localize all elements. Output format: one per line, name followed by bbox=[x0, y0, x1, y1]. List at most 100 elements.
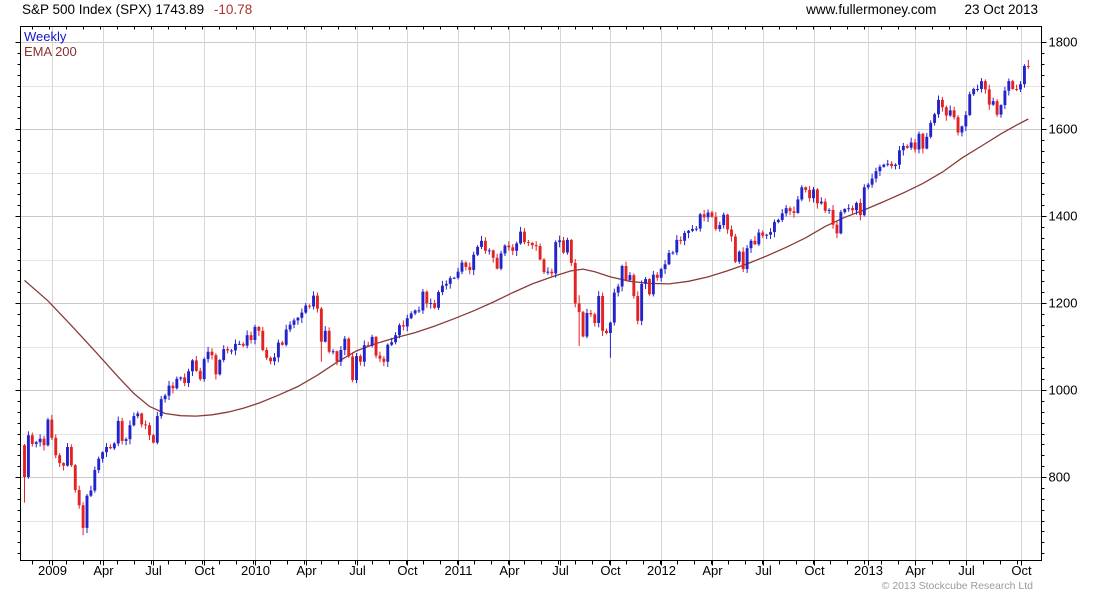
candle bbox=[769, 232, 772, 235]
candle bbox=[815, 189, 819, 204]
candle bbox=[472, 254, 476, 270]
candle bbox=[698, 214, 702, 229]
candle bbox=[878, 166, 882, 172]
candle bbox=[507, 245, 511, 248]
candle bbox=[831, 209, 835, 225]
candle bbox=[702, 214, 706, 218]
candle bbox=[476, 246, 480, 255]
candle bbox=[644, 279, 648, 284]
candle bbox=[546, 271, 550, 273]
candle bbox=[253, 326, 257, 340]
candle bbox=[944, 107, 948, 116]
x-axis-label: Oct bbox=[397, 563, 418, 578]
candle bbox=[456, 271, 460, 278]
candle bbox=[491, 250, 495, 258]
candle bbox=[679, 239, 683, 241]
candle bbox=[1003, 90, 1007, 106]
candle bbox=[562, 240, 565, 253]
candle bbox=[909, 142, 913, 148]
candle bbox=[839, 212, 843, 234]
candle bbox=[483, 240, 487, 251]
candle bbox=[730, 229, 733, 237]
candle bbox=[132, 416, 136, 426]
candle bbox=[757, 232, 761, 245]
candle bbox=[726, 214, 730, 230]
candle bbox=[968, 94, 972, 116]
x-axis-label: 2011 bbox=[445, 563, 473, 578]
legend-weekly: Weekly bbox=[24, 29, 67, 44]
candle bbox=[804, 187, 808, 190]
candle bbox=[773, 222, 776, 233]
candle bbox=[808, 189, 812, 199]
candle bbox=[468, 266, 472, 270]
candle bbox=[81, 505, 85, 528]
x-axis-label: Apr bbox=[296, 563, 317, 578]
candle bbox=[519, 231, 523, 244]
candle bbox=[523, 231, 526, 243]
candle bbox=[38, 438, 42, 443]
x-axis-label: Jul bbox=[145, 563, 162, 578]
candle bbox=[683, 232, 687, 241]
candle bbox=[269, 357, 273, 362]
candle bbox=[890, 163, 894, 166]
candle bbox=[956, 117, 960, 133]
candle bbox=[284, 329, 288, 345]
candle bbox=[972, 88, 976, 95]
candle bbox=[1019, 84, 1022, 90]
x-axis-label: Jul bbox=[349, 563, 366, 578]
candle bbox=[534, 245, 538, 247]
candle bbox=[511, 247, 515, 251]
candle bbox=[273, 357, 276, 362]
candle bbox=[386, 344, 390, 362]
candle bbox=[819, 201, 823, 204]
candle bbox=[136, 413, 140, 417]
candle bbox=[85, 495, 89, 528]
candle bbox=[687, 230, 690, 233]
x-axis-label: 2013 bbox=[854, 563, 883, 578]
candle bbox=[581, 312, 585, 337]
candle bbox=[448, 278, 452, 284]
x-axis-label: Apr bbox=[499, 563, 520, 578]
candle bbox=[980, 81, 983, 89]
candle bbox=[69, 446, 73, 466]
candle bbox=[569, 239, 573, 263]
candle bbox=[112, 443, 116, 449]
candle bbox=[304, 305, 308, 313]
candle bbox=[327, 330, 331, 352]
candle bbox=[905, 145, 909, 148]
candle bbox=[823, 201, 827, 211]
candle bbox=[722, 214, 726, 226]
axis-layer: 800 1000 1200 1400 1600 1800 2009 Apr Jul Oct 2010… bbox=[15, 26, 1077, 578]
candle bbox=[26, 435, 30, 477]
candle bbox=[323, 330, 327, 342]
x-axis-label: 2010 bbox=[241, 563, 270, 578]
candle bbox=[206, 351, 210, 360]
candle bbox=[925, 136, 929, 149]
candle bbox=[409, 313, 413, 319]
candle bbox=[444, 283, 448, 286]
candle bbox=[929, 122, 933, 137]
candle bbox=[319, 308, 323, 342]
x-axis-label: Oct bbox=[600, 563, 621, 578]
candle bbox=[370, 336, 374, 346]
candle bbox=[58, 455, 62, 464]
x-axis-label: Apr bbox=[93, 563, 114, 578]
candle bbox=[937, 99, 940, 115]
candle bbox=[437, 292, 440, 308]
candle bbox=[913, 142, 917, 150]
candle bbox=[897, 150, 901, 165]
candle bbox=[628, 275, 632, 280]
candle bbox=[917, 133, 921, 150]
instrument-title: S&P 500 Index (SPX) bbox=[22, 2, 152, 17]
candle bbox=[659, 269, 663, 278]
candle bbox=[999, 105, 1003, 115]
candle bbox=[585, 313, 589, 337]
candle bbox=[214, 355, 218, 375]
candle bbox=[54, 437, 58, 456]
candle bbox=[401, 325, 405, 327]
candle bbox=[620, 266, 624, 287]
candle bbox=[405, 318, 409, 327]
candle bbox=[1011, 81, 1015, 89]
candle bbox=[601, 296, 605, 331]
